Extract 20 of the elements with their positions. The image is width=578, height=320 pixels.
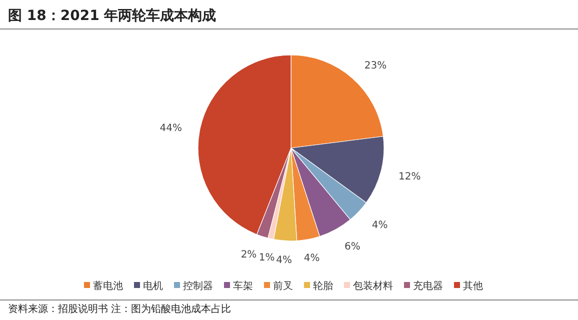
legend-label: 电机 bbox=[143, 280, 163, 292]
legend-label: 蓄电池 bbox=[93, 280, 123, 292]
legend-label: 控制器 bbox=[183, 280, 213, 292]
data-label: 44% bbox=[160, 123, 182, 134]
legend-label: 车架 bbox=[233, 280, 253, 292]
text: 资料来源：招股说明书 注：图为铅酸电池成本占比 bbox=[8, 303, 232, 315]
data-label: 4% bbox=[304, 253, 320, 264]
legend-label: 充电器 bbox=[413, 280, 443, 292]
chart-title: 图 18：2021 年两轮车成本构成 bbox=[8, 7, 216, 24]
data-label: 2% bbox=[240, 250, 257, 261]
legend-label: 前叉 bbox=[273, 280, 293, 292]
legend-label: 轮胎 bbox=[313, 280, 333, 292]
data-label: 12% bbox=[398, 172, 421, 183]
data-label: 6% bbox=[344, 241, 360, 252]
legend-label: 其他 bbox=[463, 280, 483, 292]
data-label: 23% bbox=[364, 60, 387, 72]
legend-label: 包装材料 bbox=[353, 280, 393, 292]
data-label: 4% bbox=[372, 220, 388, 231]
data-label: 4% bbox=[276, 254, 292, 266]
data-label: 1% bbox=[258, 252, 275, 264]
